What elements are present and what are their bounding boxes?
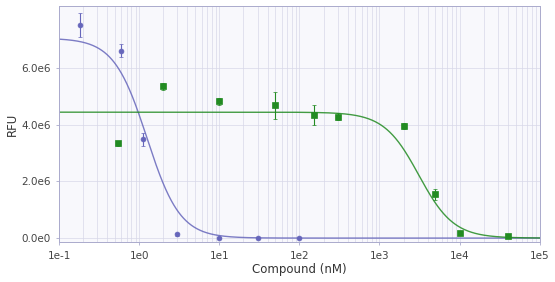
Y-axis label: RFU: RFU xyxy=(6,112,18,136)
X-axis label: Compound (nM): Compound (nM) xyxy=(252,263,347,276)
